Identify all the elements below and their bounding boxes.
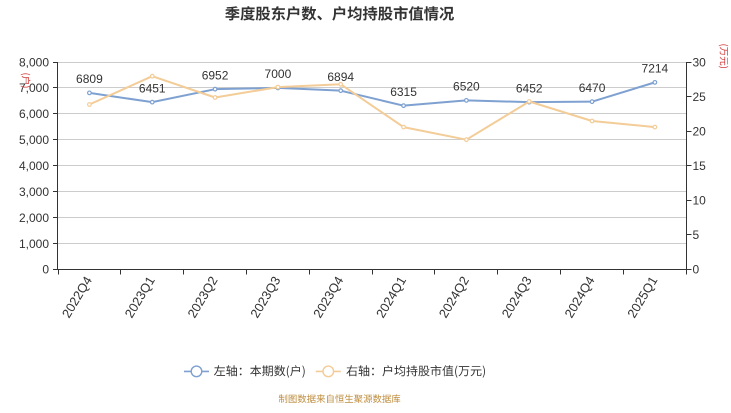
svg-text:20: 20 — [693, 124, 707, 138]
svg-text:7214: 7214 — [642, 62, 669, 76]
svg-text:5,000: 5,000 — [19, 133, 49, 147]
svg-text:15: 15 — [693, 159, 707, 173]
svg-text:0: 0 — [42, 263, 49, 277]
svg-text:6451: 6451 — [139, 81, 166, 95]
svg-text:1,000: 1,000 — [19, 237, 49, 251]
svg-text:6,000: 6,000 — [19, 107, 49, 121]
svg-text:7,000: 7,000 — [19, 81, 49, 95]
svg-text:6520: 6520 — [453, 80, 480, 94]
svg-text:0: 0 — [693, 263, 700, 277]
svg-text:2,000: 2,000 — [19, 211, 49, 225]
svg-text:30: 30 — [693, 55, 707, 69]
svg-text:6315: 6315 — [390, 85, 417, 99]
svg-text:6470: 6470 — [579, 81, 606, 95]
svg-text:4,000: 4,000 — [19, 159, 49, 173]
svg-text:8,000: 8,000 — [19, 55, 49, 69]
svg-text:10: 10 — [693, 194, 707, 208]
svg-text:6809: 6809 — [76, 72, 103, 86]
svg-text:7000: 7000 — [265, 67, 292, 81]
svg-text:6952: 6952 — [202, 68, 229, 82]
svg-text:6894: 6894 — [327, 70, 354, 84]
svg-text:5: 5 — [693, 228, 700, 242]
svg-text:3,000: 3,000 — [19, 185, 49, 199]
svg-text:6452: 6452 — [516, 81, 543, 95]
svg-text:25: 25 — [693, 90, 707, 104]
